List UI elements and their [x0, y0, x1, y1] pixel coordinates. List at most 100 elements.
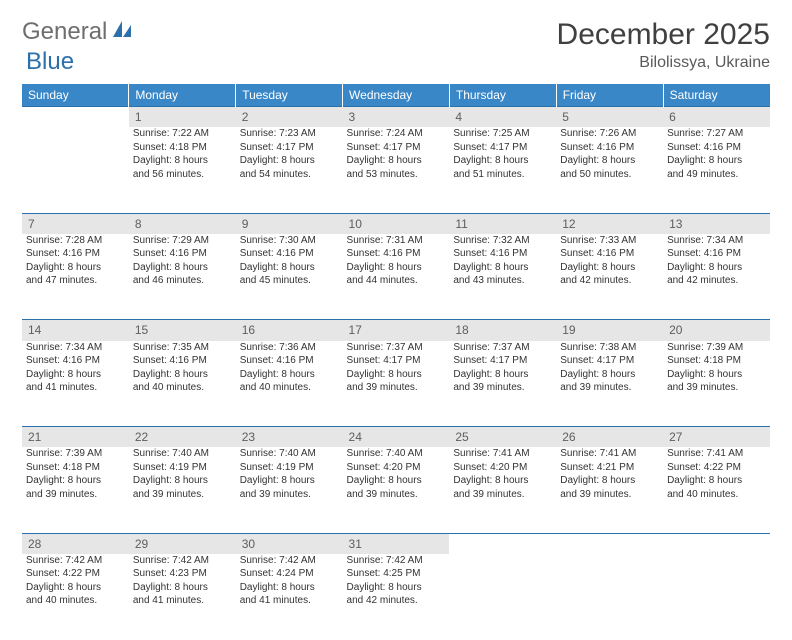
- daylight-line-1: Daylight: 8 hours: [667, 261, 766, 275]
- day-number: 8: [129, 213, 236, 234]
- sunrise-line: Sunrise: 7:23 AM: [240, 127, 339, 141]
- day-cell: Sunrise: 7:22 AMSunset: 4:18 PMDaylight:…: [129, 127, 236, 213]
- sunrise-line: Sunrise: 7:41 AM: [667, 447, 766, 461]
- day-cell: Sunrise: 7:28 AMSunset: 4:16 PMDaylight:…: [22, 234, 129, 320]
- daylight-line-2: and 53 minutes.: [347, 168, 446, 182]
- daylight-line-1: Daylight: 8 hours: [667, 474, 766, 488]
- day-number: 3: [343, 107, 450, 128]
- sunrise-line: Sunrise: 7:32 AM: [453, 234, 552, 248]
- daylight-line-2: and 40 minutes.: [667, 488, 766, 502]
- weekday-header: Thursday: [449, 84, 556, 107]
- daylight-line-1: Daylight: 8 hours: [347, 368, 446, 382]
- day-number: 1: [129, 107, 236, 128]
- sunrise-line: Sunrise: 7:35 AM: [133, 341, 232, 355]
- sunset-line: Sunset: 4:16 PM: [667, 247, 766, 261]
- sunset-line: Sunset: 4:16 PM: [26, 354, 125, 368]
- day-number: 24: [343, 427, 450, 448]
- day-cell: [556, 554, 663, 640]
- daylight-line-1: Daylight: 8 hours: [453, 474, 552, 488]
- daylight-line-1: Daylight: 8 hours: [560, 368, 659, 382]
- daylight-line-1: Daylight: 8 hours: [240, 261, 339, 275]
- sunset-line: Sunset: 4:17 PM: [240, 141, 339, 155]
- sunset-line: Sunset: 4:20 PM: [347, 461, 446, 475]
- daylight-line-2: and 39 minutes.: [133, 488, 232, 502]
- sunrise-line: Sunrise: 7:26 AM: [560, 127, 659, 141]
- day-cell: Sunrise: 7:42 AMSunset: 4:23 PMDaylight:…: [129, 554, 236, 640]
- day-cell: Sunrise: 7:34 AMSunset: 4:16 PMDaylight:…: [663, 234, 770, 320]
- sunset-line: Sunset: 4:25 PM: [347, 567, 446, 581]
- sunset-line: Sunset: 4:21 PM: [560, 461, 659, 475]
- daylight-line-1: Daylight: 8 hours: [133, 368, 232, 382]
- day-cell: Sunrise: 7:40 AMSunset: 4:20 PMDaylight:…: [343, 447, 450, 533]
- sunset-line: Sunset: 4:16 PM: [667, 141, 766, 155]
- day-number: 23: [236, 427, 343, 448]
- sunrise-line: Sunrise: 7:36 AM: [240, 341, 339, 355]
- sunset-line: Sunset: 4:24 PM: [240, 567, 339, 581]
- day-number: 7: [22, 213, 129, 234]
- sunrise-line: Sunrise: 7:28 AM: [26, 234, 125, 248]
- daylight-line-1: Daylight: 8 hours: [240, 368, 339, 382]
- daylight-line-1: Daylight: 8 hours: [26, 474, 125, 488]
- day-cell: [663, 554, 770, 640]
- daylight-line-1: Daylight: 8 hours: [667, 368, 766, 382]
- sunset-line: Sunset: 4:17 PM: [347, 354, 446, 368]
- sunrise-line: Sunrise: 7:42 AM: [240, 554, 339, 568]
- day-content-row: Sunrise: 7:34 AMSunset: 4:16 PMDaylight:…: [22, 341, 770, 427]
- day-number: 18: [449, 320, 556, 341]
- day-number-row: 14151617181920: [22, 320, 770, 341]
- sunset-line: Sunset: 4:16 PM: [453, 247, 552, 261]
- day-cell: Sunrise: 7:40 AMSunset: 4:19 PMDaylight:…: [236, 447, 343, 533]
- sunrise-line: Sunrise: 7:42 AM: [347, 554, 446, 568]
- day-cell: Sunrise: 7:38 AMSunset: 4:17 PMDaylight:…: [556, 341, 663, 427]
- weekday-header: Wednesday: [343, 84, 450, 107]
- sunset-line: Sunset: 4:16 PM: [133, 247, 232, 261]
- day-number-row: 21222324252627: [22, 427, 770, 448]
- day-number: 26: [556, 427, 663, 448]
- daylight-line-2: and 42 minutes.: [560, 274, 659, 288]
- day-number: 9: [236, 213, 343, 234]
- daylight-line-2: and 39 minutes.: [667, 381, 766, 395]
- daylight-line-1: Daylight: 8 hours: [560, 261, 659, 275]
- sunrise-line: Sunrise: 7:27 AM: [667, 127, 766, 141]
- daylight-line-1: Daylight: 8 hours: [133, 154, 232, 168]
- daylight-line-1: Daylight: 8 hours: [347, 474, 446, 488]
- sunset-line: Sunset: 4:16 PM: [560, 141, 659, 155]
- weekday-header: Sunday: [22, 84, 129, 107]
- day-number: 10: [343, 213, 450, 234]
- day-number: 4: [449, 107, 556, 128]
- daylight-line-1: Daylight: 8 hours: [26, 261, 125, 275]
- sunset-line: Sunset: 4:18 PM: [133, 141, 232, 155]
- sunrise-line: Sunrise: 7:25 AM: [453, 127, 552, 141]
- day-number: [22, 107, 129, 128]
- daylight-line-1: Daylight: 8 hours: [240, 581, 339, 595]
- logo-text-general: General: [22, 18, 107, 46]
- daylight-line-2: and 56 minutes.: [133, 168, 232, 182]
- sunset-line: Sunset: 4:17 PM: [453, 354, 552, 368]
- daylight-line-2: and 50 minutes.: [560, 168, 659, 182]
- sunset-line: Sunset: 4:16 PM: [240, 354, 339, 368]
- daylight-line-2: and 40 minutes.: [240, 381, 339, 395]
- weekday-header: Monday: [129, 84, 236, 107]
- daylight-line-2: and 42 minutes.: [347, 594, 446, 608]
- day-content-row: Sunrise: 7:39 AMSunset: 4:18 PMDaylight:…: [22, 447, 770, 533]
- day-cell: Sunrise: 7:25 AMSunset: 4:17 PMDaylight:…: [449, 127, 556, 213]
- sunset-line: Sunset: 4:23 PM: [133, 567, 232, 581]
- logo-text-blue: Blue: [26, 48, 74, 76]
- daylight-line-1: Daylight: 8 hours: [453, 154, 552, 168]
- day-cell: Sunrise: 7:37 AMSunset: 4:17 PMDaylight:…: [449, 341, 556, 427]
- day-cell: Sunrise: 7:33 AMSunset: 4:16 PMDaylight:…: [556, 234, 663, 320]
- calendar-table: SundayMondayTuesdayWednesdayThursdayFrid…: [22, 84, 770, 640]
- day-number: 17: [343, 320, 450, 341]
- sunset-line: Sunset: 4:16 PM: [240, 247, 339, 261]
- daylight-line-2: and 43 minutes.: [453, 274, 552, 288]
- day-cell: Sunrise: 7:42 AMSunset: 4:24 PMDaylight:…: [236, 554, 343, 640]
- daylight-line-2: and 39 minutes.: [560, 488, 659, 502]
- daylight-line-1: Daylight: 8 hours: [133, 261, 232, 275]
- sunset-line: Sunset: 4:19 PM: [240, 461, 339, 475]
- sunrise-line: Sunrise: 7:42 AM: [133, 554, 232, 568]
- daylight-line-1: Daylight: 8 hours: [560, 154, 659, 168]
- daylight-line-2: and 40 minutes.: [26, 594, 125, 608]
- sunrise-line: Sunrise: 7:41 AM: [453, 447, 552, 461]
- sail-icon: [111, 18, 133, 46]
- daylight-line-2: and 44 minutes.: [347, 274, 446, 288]
